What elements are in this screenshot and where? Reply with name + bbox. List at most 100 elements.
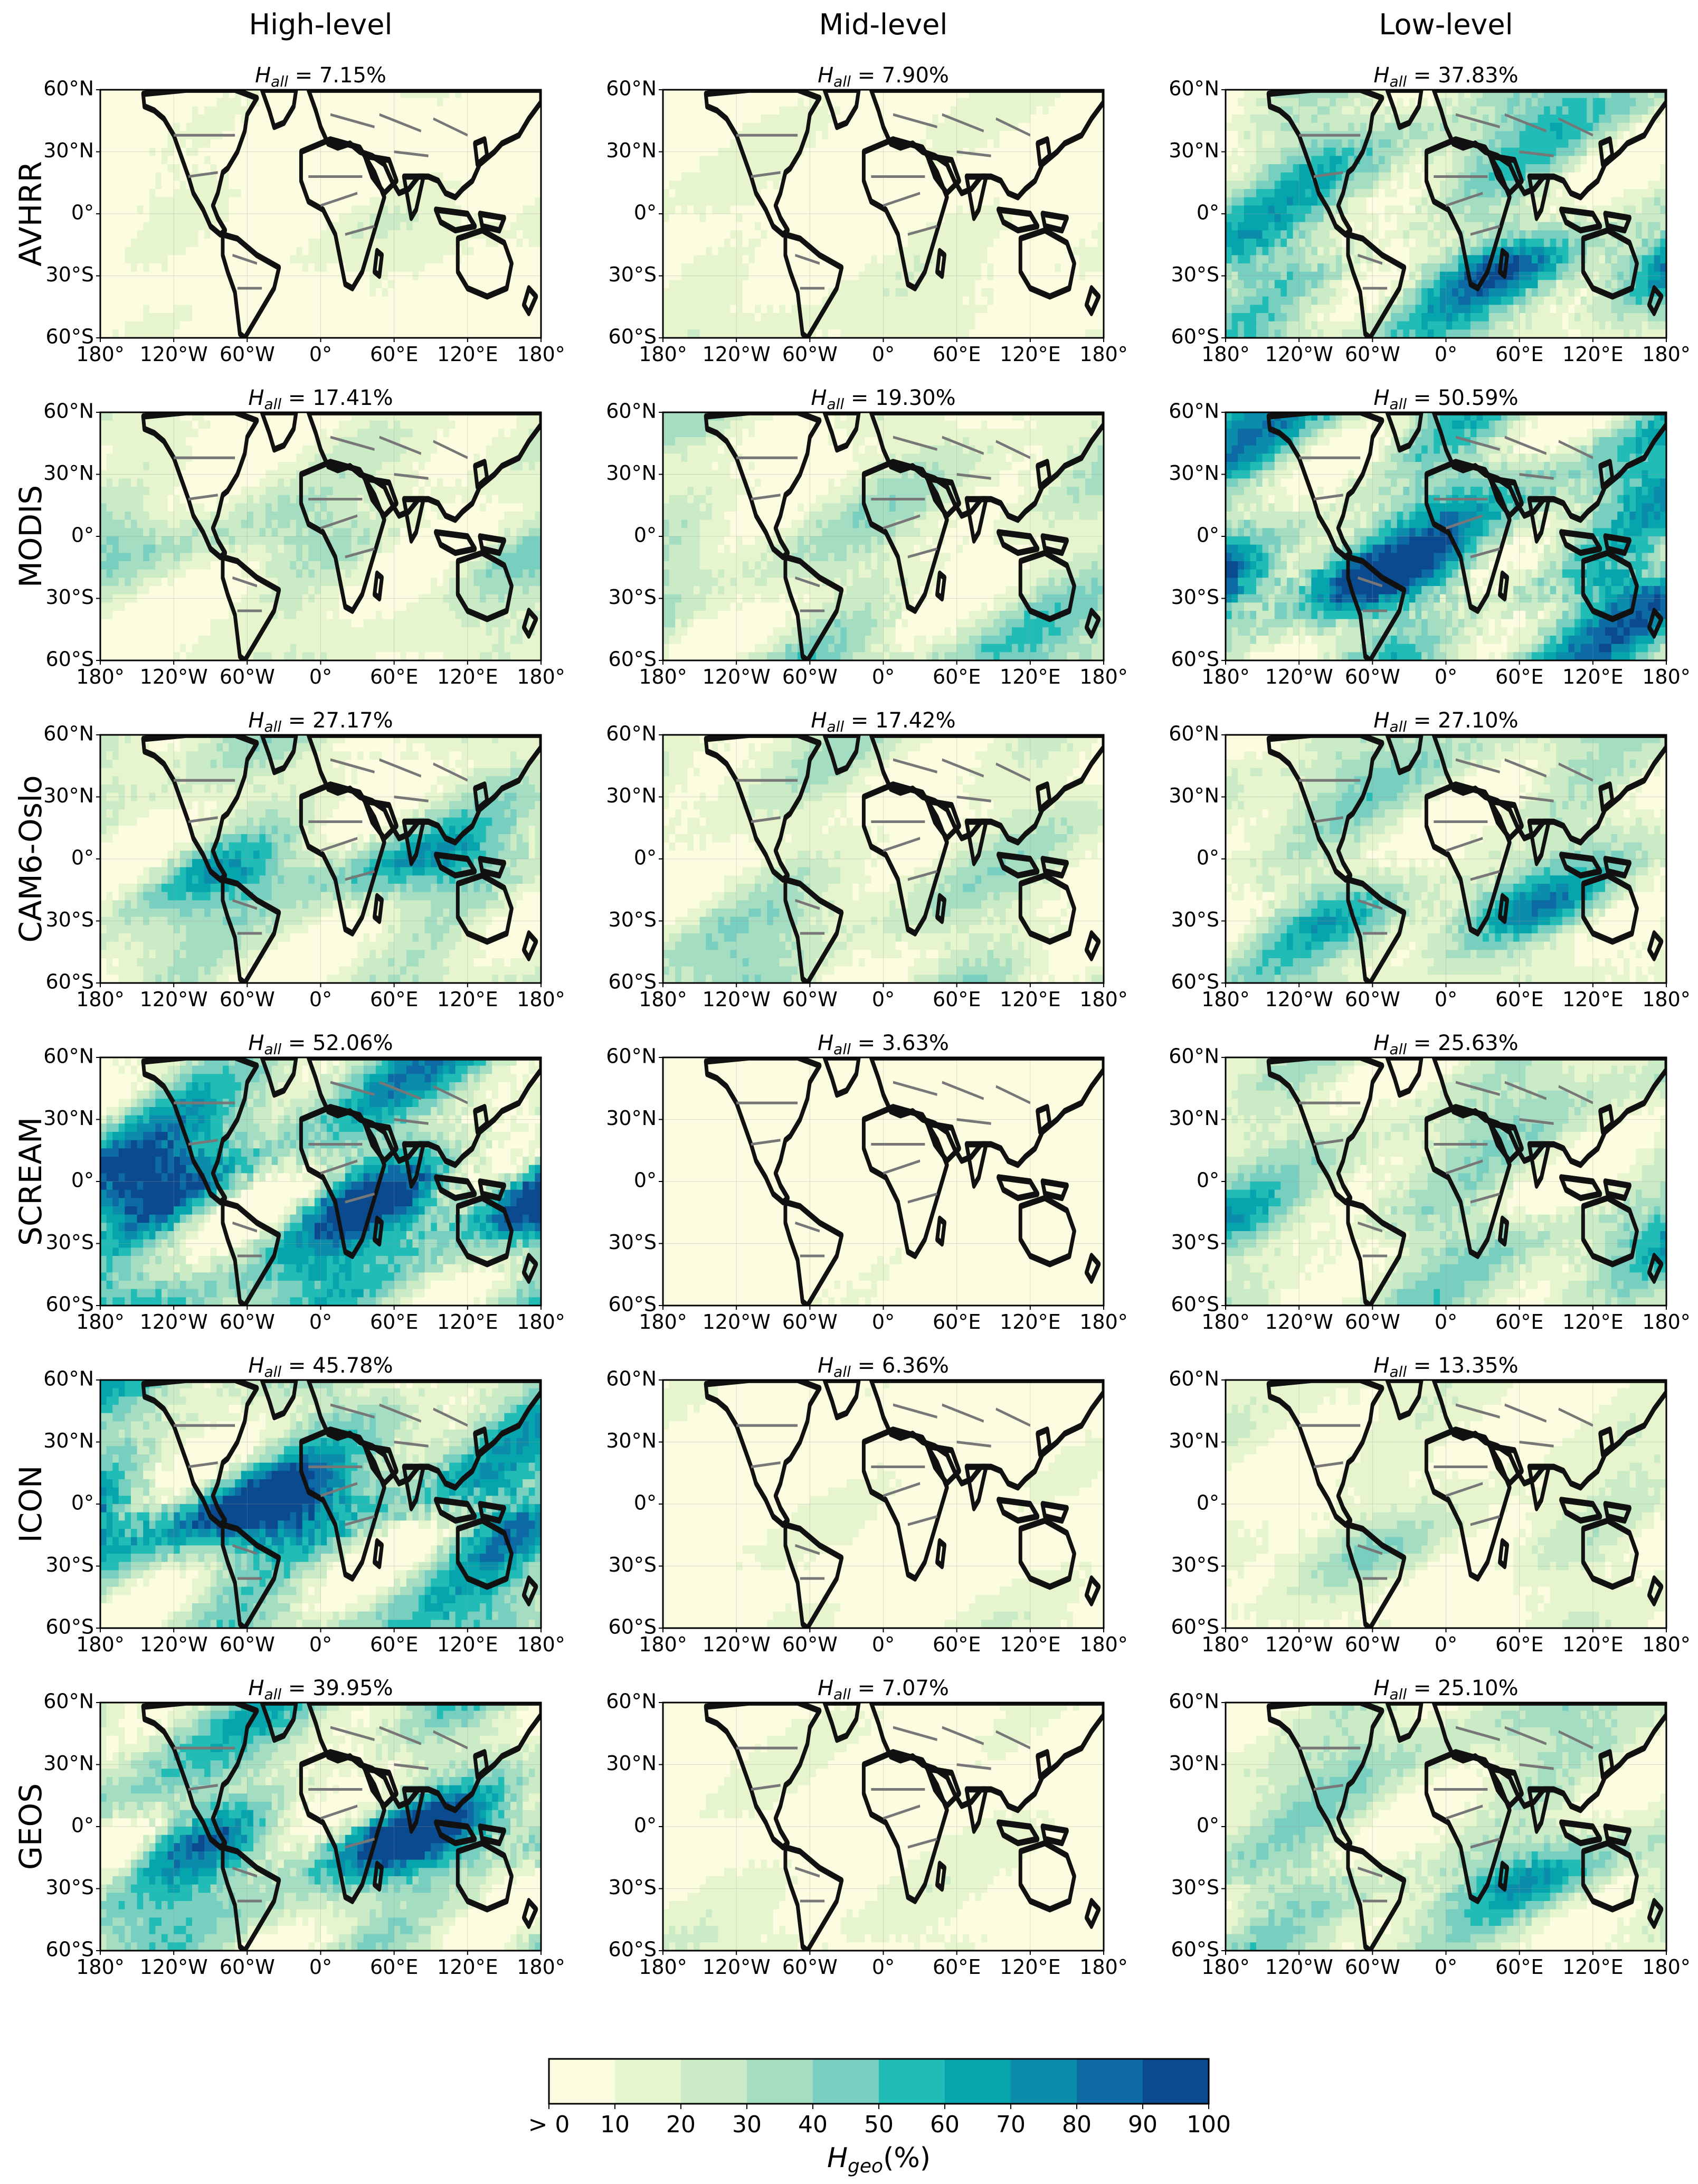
y-tick-label: 30°S (609, 1876, 657, 1899)
x-tick-label: 60°W (1345, 1633, 1400, 1656)
colorbar-swatch (1011, 2059, 1077, 2104)
x-tick-label: 60°W (220, 343, 275, 366)
y-tick-label: 30°S (46, 1553, 94, 1576)
x-tick-label: 180° (1642, 988, 1691, 1011)
title-subscript: all (833, 73, 851, 90)
y-tick-label: 30°N (606, 1429, 657, 1452)
y-tick-label: 0° (71, 201, 94, 224)
title-subscript: all (1389, 1363, 1407, 1381)
x-tick-label: 60°E (370, 665, 418, 688)
colorbar-swatch (945, 2059, 1011, 2104)
y-tick-label: 60°S (46, 325, 94, 348)
x-tick-label: 60°W (782, 343, 838, 366)
x-tick-label: 180° (1201, 1955, 1250, 1979)
y-tick-label: 0° (634, 524, 657, 547)
x-tick-label: 0° (1435, 343, 1457, 366)
x-tick-label: 120°W (1265, 665, 1333, 688)
y-tick-label: 60°S (1171, 1615, 1219, 1639)
panel-title: Hall = 52.06% (248, 1031, 393, 1058)
panel-title: Hall = 17.42% (811, 708, 955, 735)
y-tick-label: 30°S (1171, 1231, 1219, 1254)
x-tick-label: 180° (639, 665, 687, 688)
colorbar-label-subscript: geo (848, 2155, 883, 2177)
x-tick-label: 0° (309, 1633, 332, 1656)
title-value: 17.42% (875, 708, 956, 733)
x-tick-label: 60°W (782, 665, 838, 688)
y-tick-label: 30°S (609, 263, 657, 286)
y-tick-label: 60°S (1171, 1938, 1219, 1961)
y-tick-label: 60°N (43, 77, 94, 100)
y-tick-label: 30°N (1169, 1429, 1219, 1452)
colorbar-tick-label: 80 (1062, 2111, 1092, 2138)
title-symbol: H (1373, 386, 1389, 410)
title-equals: = (288, 63, 319, 88)
y-tick-label: 60°S (46, 1938, 94, 1961)
x-tick-label: 120°W (1265, 343, 1333, 366)
x-tick-label: 60°W (782, 988, 838, 1011)
y-tick-label: 30°N (1169, 461, 1219, 485)
y-tick-label: 0° (634, 846, 657, 869)
x-tick-label: 120°E (1000, 665, 1061, 688)
x-tick-label: 180° (1079, 988, 1128, 1011)
y-tick-label: 30°N (43, 1429, 94, 1452)
panel-title: Hall = 50.59% (1373, 386, 1518, 413)
x-tick-label: 0° (309, 343, 332, 366)
x-tick-label: 60°E (1495, 1310, 1543, 1334)
x-tick-label: 60°W (220, 1310, 275, 1334)
row-header-geos: GEOS (13, 1783, 49, 1870)
column-header-low-level: Low-level (1379, 8, 1513, 41)
colorbar-label: Hgeo(%) (827, 2142, 931, 2177)
x-tick-label: 60°E (933, 665, 981, 688)
heat-field (663, 1057, 1104, 1306)
x-tick-label: 60°W (1345, 988, 1400, 1011)
x-tick-label: 60°E (370, 1633, 418, 1656)
x-tick-label: 180° (1079, 1955, 1128, 1979)
panel-title: Hall = 25.63% (1373, 1031, 1518, 1058)
title-equals: = (1407, 386, 1438, 410)
y-tick-label: 60°S (46, 1293, 94, 1316)
x-tick-label: 60°W (1345, 665, 1400, 688)
title-equals: = (1407, 1676, 1438, 1700)
column-header-mid-level: Mid-level (819, 8, 948, 41)
colorbar-tick-label: 100 (1187, 2111, 1231, 2138)
panel-title: Hall = 19.30% (811, 386, 955, 413)
y-tick-label: 60°S (46, 1615, 94, 1639)
title-subscript: all (833, 1363, 851, 1381)
y-tick-label: 30°S (46, 1231, 94, 1254)
title-value: 3.63% (882, 1031, 949, 1055)
x-tick-label: 0° (1435, 988, 1457, 1011)
y-tick-label: 30°N (1169, 1107, 1219, 1130)
title-symbol: H (248, 1354, 264, 1378)
panel-title: Hall = 7.15% (255, 63, 386, 90)
x-tick-label: 180° (1201, 343, 1250, 366)
x-tick-label: 0° (1435, 1310, 1457, 1334)
x-tick-label: 180° (76, 1310, 125, 1334)
row-header-modis: MODIS (13, 485, 49, 588)
x-tick-label: 180° (1642, 665, 1691, 688)
title-equals: = (281, 708, 312, 733)
x-tick-label: 60°W (1345, 1955, 1400, 1979)
title-equals: = (281, 1031, 312, 1055)
y-tick-label: 60°S (609, 1293, 657, 1316)
y-tick-label: 30°N (43, 461, 94, 485)
y-tick-label: 30°N (43, 1752, 94, 1775)
x-tick-label: 120°E (1562, 1310, 1624, 1334)
x-tick-label: 120°E (1000, 1955, 1061, 1979)
row-header-avhrr: AVHRR (13, 161, 49, 267)
y-tick-label: 30°S (46, 1876, 94, 1899)
y-tick-label: 30°N (43, 784, 94, 807)
x-tick-label: 120°E (1000, 988, 1061, 1011)
x-tick-label: 60°E (933, 1310, 981, 1334)
title-equals: = (851, 1031, 882, 1055)
title-subscript: all (1389, 395, 1407, 413)
panel-title: Hall = 45.78% (248, 1354, 393, 1381)
y-tick-label: 30°N (606, 461, 657, 485)
panel-title: Hall = 27.17% (248, 708, 393, 735)
y-tick-label: 60°S (609, 1615, 657, 1639)
title-value: 25.63% (1438, 1031, 1519, 1055)
